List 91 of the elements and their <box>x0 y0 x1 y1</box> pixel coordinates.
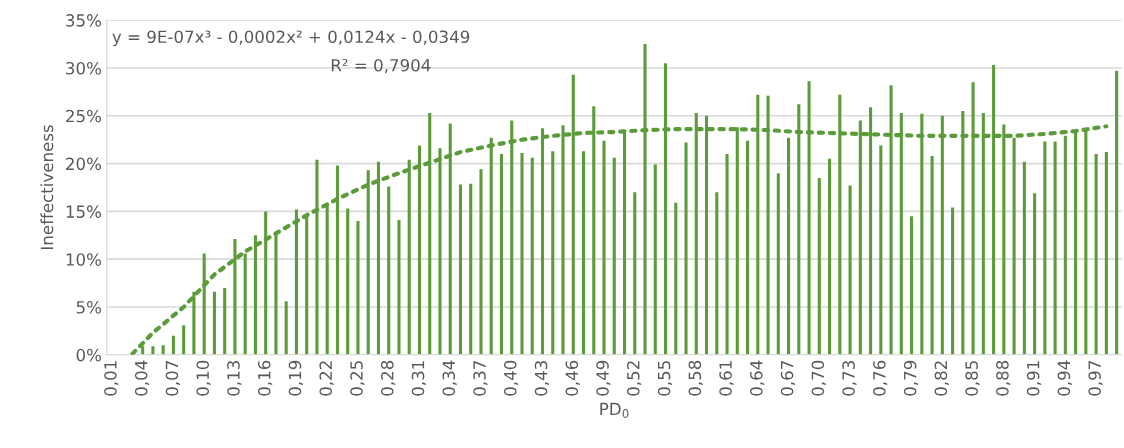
x-tick-label: 0,40 <box>503 360 519 396</box>
bar <box>284 301 288 355</box>
bar <box>479 169 483 355</box>
x-tick-label: 0,61 <box>719 361 734 396</box>
bar <box>356 220 360 355</box>
bar <box>346 208 350 355</box>
bar <box>520 153 524 355</box>
bar <box>1043 141 1047 355</box>
bar <box>787 137 791 355</box>
x-tick-label: 0,25 <box>350 361 365 396</box>
bar <box>171 335 175 355</box>
annotation: R² = 0,7904 <box>331 58 431 74</box>
x-tick-label: 0,97 <box>1088 361 1103 396</box>
y-tick-label: 5% <box>76 300 101 314</box>
bar <box>910 216 914 355</box>
x-tick-label: 0,67 <box>780 361 796 396</box>
bar <box>182 325 186 355</box>
bar <box>930 155 934 355</box>
bar <box>1104 152 1108 355</box>
bar <box>612 157 616 355</box>
x-tick-label: 0,52 <box>627 361 642 396</box>
x-tick-label: 0,49 <box>596 360 611 396</box>
y-tick-label: 30% <box>66 61 101 75</box>
bar <box>1012 137 1016 355</box>
bar <box>848 185 852 355</box>
bar <box>530 157 534 355</box>
bar <box>828 158 832 355</box>
x-tick-label: 0,07 <box>165 361 180 396</box>
bar <box>1022 161 1026 355</box>
x-tick-label: 0,58 <box>688 360 703 396</box>
bar <box>387 186 391 355</box>
x-tick-label: 0,16 <box>257 360 273 396</box>
bar <box>397 220 401 355</box>
bar <box>1033 193 1037 355</box>
bar <box>725 154 729 355</box>
x-tick-label: 0,22 <box>319 361 334 396</box>
x-tick-label: 0,19 <box>288 360 303 396</box>
x-tick-label: 0,85 <box>965 361 980 396</box>
x-tick-label: 0,82 <box>934 361 949 396</box>
x-tick-label: 0,76 <box>873 360 888 396</box>
x-tick-label: 0,64 <box>750 360 765 396</box>
bar <box>1115 70 1119 355</box>
x-tick-label: 0,43 <box>534 361 550 396</box>
bar <box>1063 135 1067 355</box>
bar <box>458 184 463 355</box>
annotation: y = 9E-07x³ - 0,0002x² + 0,0124x - 0,0349 <box>112 30 470 47</box>
x-tick-label: 0,94 <box>1057 360 1072 396</box>
bar <box>551 151 555 355</box>
bar <box>684 142 688 355</box>
y-tick-label: 35% <box>66 14 101 27</box>
bar <box>581 151 586 355</box>
bar <box>602 140 606 355</box>
bar <box>469 183 473 355</box>
x-tick-label: 0,31 <box>411 361 427 396</box>
bar <box>746 140 750 355</box>
x-tick-label: 0,70 <box>811 360 826 396</box>
bar <box>776 173 780 355</box>
y-tick-label: 10% <box>66 253 101 266</box>
x-tick-label: 0,10 <box>196 360 211 396</box>
y-tick-label: 0% <box>76 348 101 362</box>
x-tick-label: 0,55 <box>657 361 673 396</box>
x-tick-label: 0,46 <box>565 360 580 396</box>
x-tick-label: 0,88 <box>996 360 1011 396</box>
x-tick-label: 0,79 <box>903 360 919 396</box>
y-tick-label: 15% <box>66 205 101 218</box>
x-tick-label: 0,73 <box>842 361 857 396</box>
x-tick-label: 0,34 <box>442 360 457 396</box>
bar <box>633 192 637 355</box>
y-tick-label: 20% <box>66 157 101 171</box>
bar <box>653 164 657 355</box>
x-tick-label: 0,91 <box>1026 361 1042 396</box>
x-tick-label: 0,13 <box>227 361 242 396</box>
bar <box>1053 141 1057 355</box>
bar <box>499 154 504 355</box>
x-tick-label: 0,28 <box>380 360 396 396</box>
x-tick-label: 0,04 <box>134 360 150 396</box>
bar <box>223 287 227 355</box>
y-tick-label: 25% <box>66 109 101 123</box>
bar <box>879 145 883 355</box>
bar <box>951 207 955 355</box>
bar <box>715 192 719 355</box>
bar <box>1094 154 1098 355</box>
y-axis-title: Ineffectiveness <box>40 125 54 250</box>
bar <box>161 345 165 355</box>
x-axis-title: PD$_{0}$ <box>600 402 629 418</box>
x-tick-label: 0,01 <box>104 361 119 396</box>
bar <box>674 202 678 355</box>
x-tick-label: 0,37 <box>473 361 488 396</box>
bar <box>151 346 155 355</box>
bar <box>212 291 216 355</box>
bar <box>817 177 821 355</box>
